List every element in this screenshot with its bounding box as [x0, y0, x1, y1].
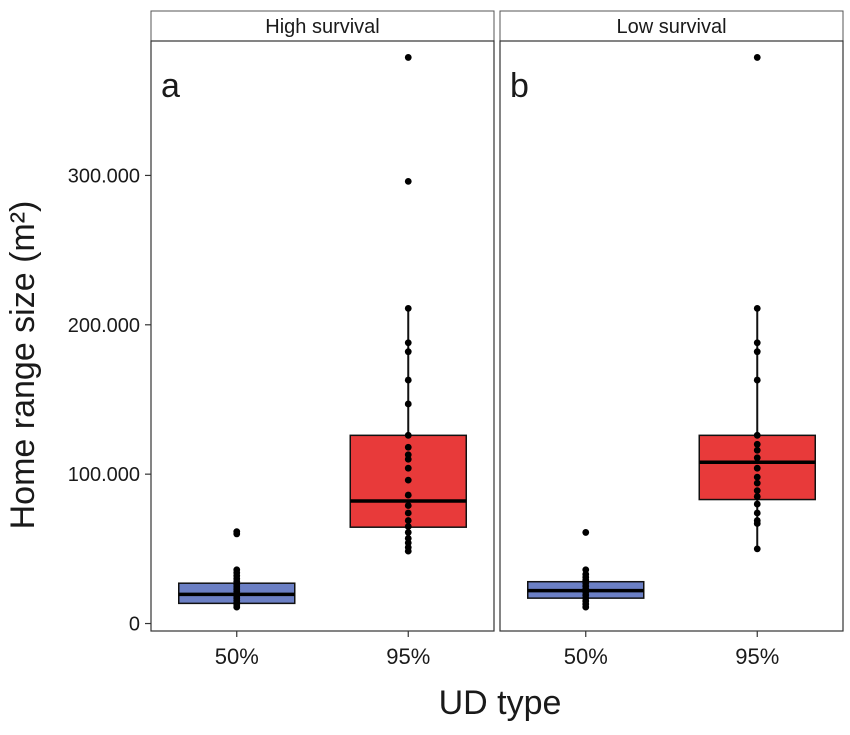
panel-tag: a [161, 67, 180, 105]
data-point [582, 566, 590, 574]
data-point [753, 348, 761, 356]
data-point [753, 473, 761, 481]
y-tick-label: 100.000 [68, 464, 140, 486]
y-tick-label: 0 [129, 614, 140, 636]
data-point [404, 376, 412, 384]
data-point [753, 376, 761, 384]
data-point [404, 400, 412, 408]
data-point [404, 443, 412, 451]
data-point [753, 454, 761, 462]
data-point [404, 339, 412, 347]
box-group: 95% [698, 54, 816, 669]
data-point [753, 440, 761, 448]
facet-panel: High survival a 50% 95% [150, 10, 495, 669]
data-point [753, 339, 761, 347]
panel-tag: b [510, 67, 529, 105]
panel-frame [150, 40, 495, 632]
data-point [404, 348, 412, 356]
data-point [404, 476, 412, 484]
y-axis-title: Home range size (m²) [4, 201, 42, 530]
x-tick-label: 50% [215, 644, 259, 669]
box-group: 50% [178, 528, 296, 669]
facet-strip-label: Low survival [616, 16, 726, 38]
data-point [753, 464, 761, 472]
data-point [753, 517, 761, 524]
box-group: 50% [527, 529, 645, 669]
data-point [404, 451, 412, 459]
data-point [582, 529, 590, 536]
data-point [404, 517, 412, 524]
facet-strip [499, 10, 844, 42]
panel-frame [499, 40, 844, 632]
x-tick-label: 95% [386, 644, 430, 669]
data-point [404, 529, 412, 536]
data-point [233, 528, 241, 536]
data-point [753, 545, 761, 553]
data-point [404, 534, 412, 542]
facet-panel: Low survival b 50% 95% [499, 10, 844, 669]
box-group: 95% [349, 54, 467, 669]
y-tick-label: 200.000 [68, 315, 140, 337]
data-point [753, 446, 761, 454]
data-point [404, 431, 412, 439]
facet-strip [150, 10, 495, 42]
data-point [753, 431, 761, 439]
x-axis-title: UD type [439, 684, 562, 722]
data-point [753, 509, 761, 517]
data-point [753, 54, 761, 61]
data-point [404, 509, 412, 517]
x-tick-label: 95% [735, 644, 779, 669]
y-axis: 0 100.000 200.000 300.000 [68, 165, 151, 636]
data-point [404, 464, 412, 472]
data-point [404, 178, 412, 185]
facet-panels: High survival a 50% 95% Low survival b 50% 95% [150, 10, 844, 669]
data-point [753, 304, 761, 312]
data-point [404, 502, 412, 509]
data-point [753, 487, 761, 494]
data-point [233, 566, 241, 574]
data-point [753, 500, 761, 508]
data-point [404, 491, 412, 499]
data-point [404, 304, 412, 312]
data-point [753, 493, 761, 500]
data-point [404, 54, 412, 61]
facet-strip-label: High survival [265, 16, 379, 38]
x-tick-label: 50% [564, 644, 608, 669]
y-tick-label: 300.000 [68, 165, 140, 187]
data-point [753, 479, 761, 487]
data-point [404, 523, 412, 530]
